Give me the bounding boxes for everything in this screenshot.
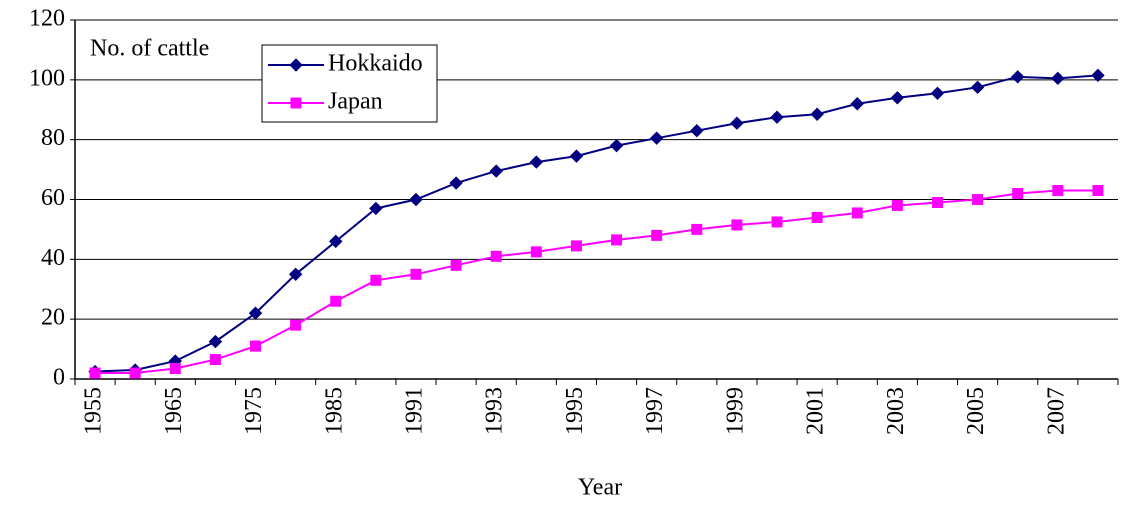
- point: [208, 334, 223, 349]
- point: [649, 131, 664, 145]
- point: [449, 176, 463, 190]
- point: [851, 207, 863, 219]
- point: [250, 340, 262, 352]
- x-tick-label: 1955: [81, 387, 107, 435]
- x-tick-label: 1985: [321, 387, 347, 435]
- y-tick-label: 20: [41, 305, 65, 331]
- point: [891, 199, 903, 211]
- point: [890, 91, 905, 105]
- point: [409, 192, 423, 207]
- y-axis-label: No. of cattle: [90, 36, 209, 62]
- point: [1091, 68, 1105, 83]
- point: [1092, 185, 1104, 197]
- point: [1012, 188, 1024, 200]
- point: [1052, 185, 1064, 197]
- x-tick-label: 1965: [161, 387, 187, 435]
- point: [810, 107, 824, 121]
- point: [129, 367, 141, 379]
- point: [490, 250, 502, 262]
- x-tick-label: 1975: [241, 387, 267, 435]
- point: [930, 86, 945, 101]
- y-tick-label: 40: [41, 245, 65, 271]
- x-tick-label: 1995: [562, 387, 588, 435]
- point: [1051, 71, 1065, 86]
- point: [771, 216, 783, 228]
- point: [931, 196, 943, 208]
- point: [1011, 70, 1025, 84]
- y-tick-label: 120: [29, 6, 65, 32]
- legend-box: [261, 44, 438, 123]
- x-tick-label: 2003: [883, 387, 909, 435]
- x-tick-label: 1993: [482, 387, 508, 435]
- x-axis-label: Year: [578, 475, 622, 501]
- point: [209, 354, 221, 366]
- point: [89, 367, 101, 379]
- legend-marker: [289, 58, 303, 72]
- x-tick-label: 2005: [963, 387, 989, 435]
- point: [169, 363, 181, 375]
- point: [530, 246, 542, 258]
- x-tick-label: 2001: [803, 387, 829, 435]
- point: [811, 211, 823, 223]
- legend-label: Japan: [328, 89, 383, 115]
- point: [329, 234, 343, 249]
- x-tick-label: 1997: [642, 387, 668, 435]
- point: [529, 155, 544, 169]
- point: [410, 268, 422, 280]
- point: [972, 194, 984, 205]
- series-line: [95, 74, 1099, 373]
- legend-marker: [290, 97, 302, 109]
- point: [690, 123, 704, 138]
- series-line: [95, 189, 1098, 375]
- point: [609, 138, 624, 153]
- point: [288, 267, 303, 281]
- point: [569, 149, 584, 163]
- y-tick-label: 60: [41, 185, 65, 211]
- point: [489, 164, 503, 178]
- point: [731, 219, 743, 231]
- x-tick-label: 2007: [1043, 387, 1069, 435]
- x-tick-label: 1999: [722, 387, 748, 435]
- point: [370, 274, 382, 286]
- point: [290, 319, 302, 331]
- y-tick-label: 100: [29, 65, 65, 91]
- point: [570, 240, 582, 252]
- point: [450, 259, 462, 271]
- point: [691, 223, 703, 235]
- point: [248, 306, 263, 320]
- point: [611, 234, 623, 246]
- point: [330, 295, 342, 307]
- point: [970, 80, 985, 95]
- y-tick-label: 0: [53, 365, 65, 391]
- point: [850, 97, 864, 111]
- y-tick-label: 80: [41, 125, 65, 151]
- point: [730, 116, 744, 130]
- point: [369, 201, 383, 216]
- point: [770, 110, 784, 124]
- legend-label: Hokkaido: [328, 51, 423, 77]
- x-tick-label: 1991: [401, 387, 427, 435]
- point: [651, 229, 663, 241]
